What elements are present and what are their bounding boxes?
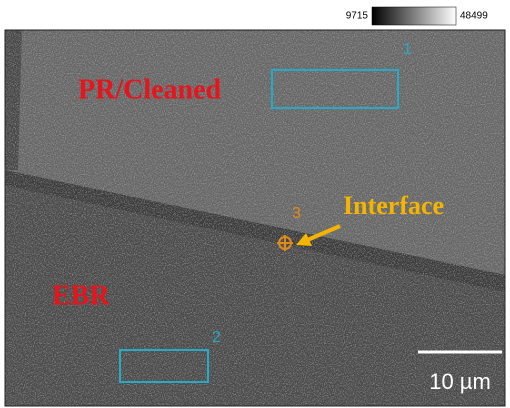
marker-label: 1 xyxy=(403,41,412,58)
colorbar xyxy=(372,7,456,25)
region-label: EBR xyxy=(52,280,110,311)
marker-label: 2 xyxy=(212,329,221,346)
colorbar-max: 48499 xyxy=(460,11,488,22)
region-label: PR/Cleaned xyxy=(78,74,222,105)
marker-label: 3 xyxy=(292,205,301,222)
page: 9715 48499 1 2 3 PR/Cleaned EBR Interfac… xyxy=(0,0,510,408)
colorbar-min: 9715 xyxy=(346,11,369,22)
figure: 9715 48499 1 2 3 PR/Cleaned EBR Interfac… xyxy=(0,0,510,408)
interface-label: Interface xyxy=(343,191,444,220)
scale-bar-label: 10 µm xyxy=(429,369,491,394)
